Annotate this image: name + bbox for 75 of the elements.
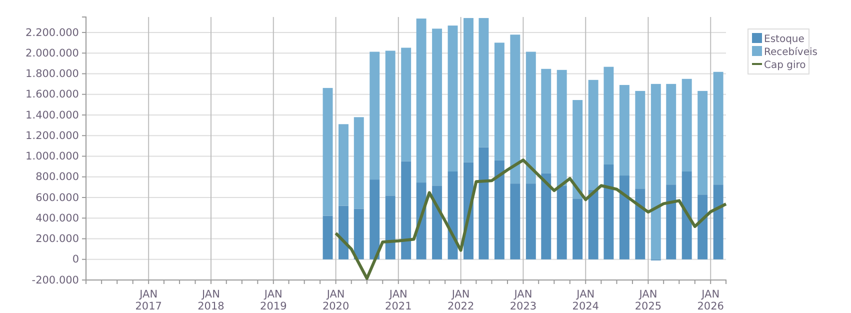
x-tick-label: JAN 2026 (697, 288, 724, 313)
bar (494, 160, 504, 260)
bar (478, 147, 489, 260)
bar (713, 184, 724, 260)
bar (619, 176, 630, 260)
x-tick-label: JAN 2018 (198, 288, 224, 313)
legend-label: Cap giro (764, 60, 806, 71)
bar (604, 164, 614, 260)
y-tick-label: 1.000.000 (26, 150, 79, 163)
bar (448, 26, 458, 172)
bar (619, 84, 630, 176)
y-tick-label: 1.400.000 (26, 109, 79, 122)
bar (322, 88, 333, 216)
bar (698, 90, 708, 195)
y-tick-label: 400.000 (36, 212, 79, 224)
bar (432, 186, 442, 260)
bar (666, 184, 676, 260)
bar (385, 50, 396, 196)
bar (588, 80, 598, 190)
bar (510, 184, 520, 260)
bar (478, 18, 489, 148)
y-tick-label: 2.000.000 (26, 47, 79, 60)
y-tick-label: 200.000 (36, 233, 79, 246)
bar (416, 18, 426, 183)
x-tick-label: JAN 2022 (447, 288, 474, 313)
bar (572, 100, 583, 199)
y-tick-label: 2.200.000 (26, 26, 79, 39)
bar (698, 194, 708, 260)
bar (354, 117, 364, 209)
bar (556, 186, 567, 260)
bar (385, 196, 396, 260)
line-series (334, 158, 728, 280)
bar (541, 173, 552, 260)
y-tick-label: 1.800.000 (26, 68, 79, 80)
y-tick-label: 0 (72, 254, 79, 266)
x-tick-label: JAN 2019 (260, 288, 287, 313)
bar (370, 180, 380, 260)
y-tick-label: 1.600.000 (26, 88, 79, 101)
x-tick-label: JAN 2020 (322, 288, 350, 313)
y-tick-label: 600.000 (36, 192, 79, 204)
bar (588, 190, 598, 260)
bar (338, 124, 348, 206)
bar (556, 70, 567, 186)
bar (401, 48, 412, 162)
bar (713, 72, 724, 185)
bar (432, 28, 442, 186)
x-tick-label: JAN 2017 (135, 288, 162, 313)
y-tick-label: 1.200.000 (26, 130, 79, 142)
bar (635, 188, 646, 260)
x-tick-label: JAN 2024 (572, 288, 600, 313)
legend-label: Recebíveis (764, 47, 818, 58)
bar (510, 34, 520, 184)
bar (464, 18, 474, 162)
y-tick-label: -200.000 (32, 274, 79, 286)
legend-label: Estoque (764, 34, 804, 45)
bar (526, 52, 536, 184)
y-tick-label: 800.000 (36, 171, 79, 184)
x-tick-label: JAN 2021 (385, 288, 412, 313)
bar (322, 216, 333, 260)
bar (572, 198, 583, 260)
bar (494, 42, 504, 160)
bar (635, 90, 646, 189)
bar (541, 68, 552, 174)
bar (370, 52, 380, 180)
bar (354, 208, 364, 260)
bar (401, 161, 412, 260)
bar (526, 184, 536, 260)
bar (666, 84, 676, 185)
x-tick-label: JAN 2025 (634, 288, 662, 313)
bar (682, 172, 692, 260)
bar (682, 78, 692, 172)
bar (650, 84, 661, 260)
x-tick-label: JAN 2023 (510, 288, 537, 313)
bar (338, 206, 348, 260)
bar (604, 66, 614, 164)
